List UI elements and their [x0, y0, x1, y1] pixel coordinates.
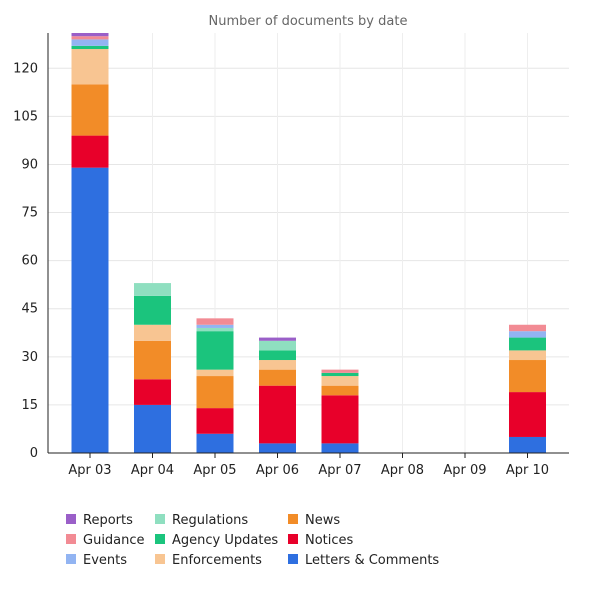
bar-segment: [71, 39, 109, 46]
legend-label: Notices: [305, 533, 354, 548]
legend-label: News: [305, 513, 340, 528]
axes: 0 15 30 45 60 75 90 105 120 Apr 03 Apr 04 Apr 05 Apr…: [13, 33, 569, 478]
legend-swatch: [288, 554, 298, 564]
bar-segment: [321, 385, 359, 396]
bar-segment: [134, 324, 171, 341]
bar-segment: [71, 45, 109, 50]
legend-swatch: [66, 534, 76, 544]
legend-swatch: [288, 514, 298, 524]
legend-label: Guidance: [83, 533, 145, 548]
bar-segment: [196, 324, 234, 328]
bar-segment: [71, 49, 109, 85]
x-tick-label: Apr 09: [443, 463, 486, 478]
chart-title: Number of documents by date: [209, 14, 408, 29]
bar-segment: [509, 360, 546, 393]
y-tick-label: 120: [13, 61, 38, 76]
bar-segment: [259, 340, 296, 351]
bar-segment: [71, 135, 109, 168]
x-tick-label: Apr 10: [506, 463, 549, 478]
bar-segment: [259, 385, 296, 444]
bar-segment: [259, 369, 296, 386]
y-tick-label: 75: [21, 206, 38, 221]
x-tick-label: Apr 04: [131, 463, 174, 478]
y-tick-label: 15: [21, 398, 38, 413]
bar-segment: [134, 379, 171, 405]
bars: [71, 33, 546, 453]
bar-segment: [71, 36, 109, 40]
x-tick-label: Apr 06: [256, 463, 299, 478]
y-tick-label: 0: [30, 446, 38, 461]
bar-segment: [509, 331, 546, 338]
legend-swatch: [155, 554, 165, 564]
bar-segment: [509, 436, 546, 453]
legend-label: Events: [83, 553, 127, 568]
bar-segment: [196, 331, 234, 370]
bar-segment: [259, 360, 296, 370]
legend-swatch: [66, 514, 76, 524]
y-tick-label: 60: [21, 254, 38, 269]
bar-segment: [71, 33, 109, 37]
legend-swatch: [155, 534, 165, 544]
legend-label: Enforcements: [172, 553, 262, 568]
bar-segment: [509, 350, 546, 361]
bar-segment: [134, 340, 171, 380]
bar-segment: [196, 327, 234, 332]
bar-segment: [196, 376, 234, 409]
legend-swatch: [66, 554, 76, 564]
legend-label: Regulations: [172, 513, 248, 528]
bar-segment: [134, 283, 171, 296]
bar-segment: [259, 350, 296, 361]
bar-segment: [509, 392, 546, 437]
y-tick-label: 105: [13, 109, 38, 124]
bar-segment: [321, 395, 359, 444]
bar-segment: [509, 337, 546, 351]
bar-segment: [196, 433, 234, 453]
legend-swatch: [288, 534, 298, 544]
bar-segment: [321, 376, 359, 386]
grid-lines: [48, 33, 569, 453]
legend-label: Agency Updates: [172, 533, 278, 548]
legend: Reports Guidance Events Regulations Agency U…: [66, 513, 439, 568]
x-tick-label: Apr 07: [318, 463, 361, 478]
y-tick-label: 90: [21, 157, 38, 172]
bar-segment: [259, 443, 296, 453]
y-tick-label: 30: [21, 350, 38, 365]
bar-segment: [71, 84, 109, 136]
bar-segment: [321, 443, 359, 453]
bar-segment: [196, 318, 234, 325]
legend-label: Letters & Comments: [305, 553, 439, 568]
bar-segment: [71, 167, 109, 453]
y-tick-label: 45: [21, 302, 38, 317]
x-tick-label: Apr 08: [381, 463, 424, 478]
bar-segment: [134, 404, 171, 453]
bar-segment: [321, 372, 359, 377]
bar-segment: [134, 295, 171, 325]
bar-segment: [196, 369, 234, 377]
bar-segment: [196, 408, 234, 434]
bar-segment: [259, 337, 296, 341]
bar-segment: [321, 369, 359, 373]
legend-swatch: [155, 514, 165, 524]
legend-label: Reports: [83, 513, 133, 528]
x-tick-label: Apr 05: [193, 463, 236, 478]
bar-segment: [509, 324, 546, 332]
x-tick-label: Apr 03: [68, 463, 111, 478]
